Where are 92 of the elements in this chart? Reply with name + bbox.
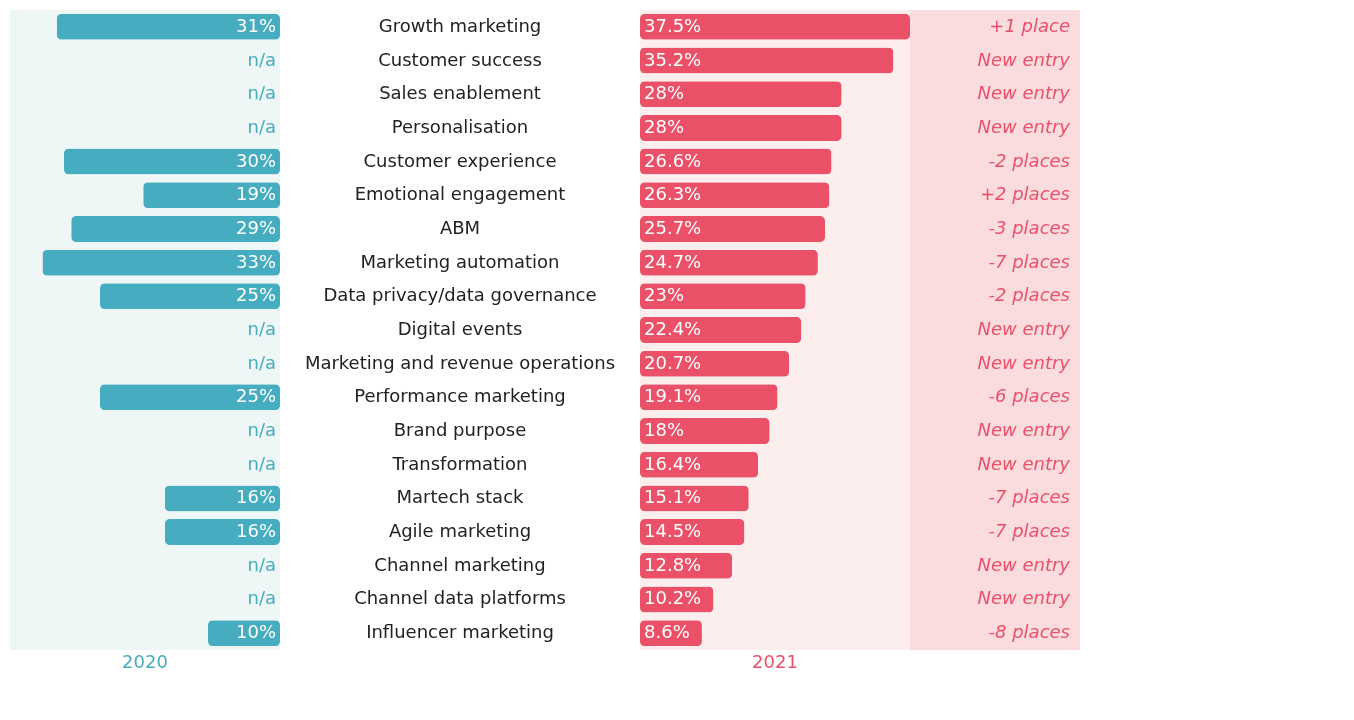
text: n/a (247, 419, 276, 441)
bar (640, 81, 842, 108)
text: -7 places (988, 486, 1070, 508)
data-label: 16.4% (644, 452, 702, 474)
bar (71, 215, 280, 242)
data-label: 28% (644, 115, 685, 137)
text: New entry (977, 452, 1071, 474)
data-label: 26.3% (644, 183, 702, 205)
text: 2020 (122, 651, 168, 672)
y-tick-label: Sales enablement (379, 82, 541, 104)
y-tick-label: Emotional engagement (354, 183, 566, 205)
y-tick-label: Influencer marketing (366, 621, 554, 643)
text: -7 places (988, 520, 1070, 542)
data-label: 10.2% (644, 587, 702, 609)
y-tick-label: Digital events (397, 318, 523, 339)
data-label: 25% (235, 385, 276, 407)
text: n/a (247, 452, 276, 474)
bar (64, 148, 280, 175)
text: +2 places (979, 183, 1070, 205)
data-label: 20.7% (644, 351, 702, 373)
data-label: 29% (235, 216, 276, 238)
data-label: 19% (235, 183, 276, 205)
data-label: 31% (235, 14, 276, 36)
data-label: 15.1% (644, 486, 702, 508)
bar (640, 215, 826, 242)
y-tick-label: Agile marketing (388, 520, 532, 542)
y-tick-label: Growth marketing (378, 14, 542, 36)
text: -2 places (988, 149, 1070, 171)
text: n/a (247, 82, 276, 104)
text: New entry (977, 587, 1071, 609)
text: New entry (977, 351, 1071, 373)
data-label: 35.2% (644, 48, 702, 70)
text: n/a (247, 115, 276, 137)
data-label: 10% (235, 621, 276, 643)
data-label: 37.5% (644, 14, 702, 36)
text: -6 places (988, 385, 1070, 407)
y-tick-label: Data privacy/data governance (323, 284, 597, 306)
data-label: 14.5% (644, 520, 702, 542)
text: +1 place (989, 14, 1070, 36)
text: -8 places (988, 621, 1070, 643)
bar (100, 283, 280, 310)
data-label: 26.6% (644, 149, 702, 171)
data-label: 30% (235, 149, 276, 171)
y-tick-label: Brand purpose (393, 419, 527, 441)
bar (56, 13, 280, 40)
text: 2021 (752, 651, 798, 672)
text: n/a (247, 351, 276, 373)
text: New entry (977, 318, 1071, 339)
y-tick-label: Performance marketing (354, 385, 566, 407)
bar (640, 418, 770, 445)
data-label: 16% (235, 486, 276, 508)
text: n/a (247, 318, 276, 339)
bar (640, 317, 802, 343)
y-tick-label: Transformation (391, 452, 528, 474)
y-tick-label: Customer success (378, 48, 542, 70)
data-label: 16% (235, 520, 276, 542)
y-tick-label: Personalisation (391, 115, 529, 137)
data-label: 33% (235, 250, 276, 272)
text: n/a (247, 48, 276, 70)
bar (640, 47, 894, 74)
bar (42, 249, 280, 276)
data-label: 18% (644, 419, 685, 441)
data-label: 23% (644, 284, 685, 306)
text: New entry (977, 115, 1071, 137)
data-label: 22.4% (644, 318, 702, 339)
y-tick-label: ABM (439, 216, 481, 238)
text: n/a (247, 587, 276, 609)
data-label: 28% (644, 82, 685, 104)
y-tick-label: Marketing and revenue operations (304, 351, 616, 373)
bar (640, 13, 910, 40)
text: New entry (977, 48, 1071, 70)
y-tick-label: Channel data platforms (354, 587, 566, 609)
data-label: 12.8% (644, 553, 702, 575)
text: New entry (977, 419, 1071, 441)
data-label: 25.7% (644, 216, 702, 238)
y-tick-label: Channel marketing (374, 553, 546, 575)
data-label: 8.6% (644, 621, 690, 643)
bar (100, 384, 280, 411)
data-label: 19.1% (644, 385, 702, 407)
bar (640, 114, 842, 141)
text: -3 places (988, 216, 1070, 238)
y-tick-label: Martech stack (396, 486, 525, 508)
text: New entry (977, 553, 1071, 575)
bar (164, 519, 280, 546)
y-tick-label: Customer experience (363, 149, 557, 171)
text: n/a (247, 553, 276, 575)
data-label: 24.7% (644, 250, 702, 272)
text: -2 places (988, 284, 1070, 306)
text: -7 places (988, 250, 1070, 272)
text: New entry (977, 82, 1071, 104)
y-tick-label: Marketing automation (360, 250, 560, 272)
data-label: 25% (235, 284, 276, 306)
